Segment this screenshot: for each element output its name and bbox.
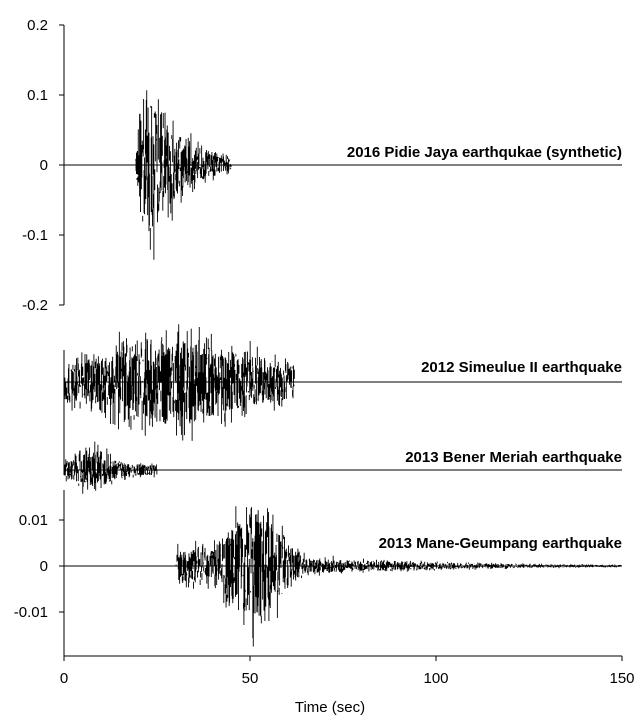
- bener-meriah-label: 2013 Bener Meriah earthquake: [405, 449, 622, 466]
- mane-geumpang-label: 2013 Mane-Geumpang earthquake: [379, 535, 622, 552]
- simeulue-label: 2012 Simeulue II earthquake: [421, 359, 622, 376]
- panel-pidie-jaya: 0.2 0.1 0 -0.1 -0.2 2016 Pidie Jaya earthquka…: [22, 17, 622, 314]
- x-tick-label: 50: [242, 670, 259, 687]
- top-y-tick-label: 0.1: [27, 87, 48, 104]
- top-y-tick-label: 0.2: [27, 17, 48, 34]
- bottom-y-tick-label: 0: [40, 558, 48, 575]
- simeulue-waveform: [63, 324, 295, 441]
- top-y-tick-label: -0.2: [22, 297, 48, 314]
- bener-meriah-waveform: [63, 441, 158, 494]
- x-tick-label: 0: [60, 670, 68, 687]
- x-axis-title: Time (sec): [295, 699, 365, 716]
- top-y-tick-label: 0: [40, 157, 48, 174]
- mane-geumpang-waveform: [175, 506, 622, 647]
- panel-simeulue-bener-meriah: 2012 Simeulue II earthquake 2013 Bener Me…: [63, 324, 622, 494]
- pidie-jaya-label: 2016 Pidie Jaya earthqukae (synthetic): [347, 144, 622, 161]
- top-y-tick-label: -0.1: [22, 227, 48, 244]
- pidie-jaya-waveform: [134, 90, 232, 260]
- x-tick-label: 100: [423, 670, 448, 687]
- bottom-y-tick-label: 0.01: [19, 512, 48, 529]
- panel-mane-geumpang: 0.01 0 -0.01 0 50 100 150 2013 Mane-Geumpang ea…: [14, 490, 635, 687]
- x-tick-label: 150: [609, 670, 634, 687]
- bottom-y-tick-label: -0.01: [14, 604, 48, 621]
